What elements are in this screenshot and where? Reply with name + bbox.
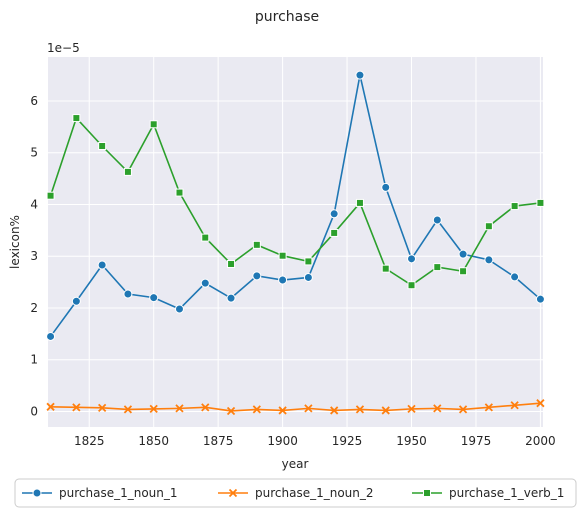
data-point: [458, 405, 468, 414]
data-point: [227, 259, 236, 268]
legend-label: purchase_1_noun_1: [59, 486, 178, 500]
x-tick-label: 1875: [203, 434, 234, 448]
data-point: [278, 275, 288, 285]
data-point: [201, 403, 210, 412]
data-point: [381, 182, 391, 192]
data-point: [175, 404, 184, 413]
data-point: [46, 331, 56, 341]
data-point: [459, 267, 468, 276]
data-point: [123, 405, 133, 414]
data-point: [175, 188, 184, 197]
y-tick-label: 6: [30, 94, 38, 108]
data-point: [304, 257, 313, 266]
data-point: [381, 406, 390, 415]
chart-title: purchase: [255, 9, 319, 25]
data-point: [46, 191, 55, 200]
x-tick-label: 1975: [461, 434, 492, 448]
tick-labels: 1825 1850 1875 1900 1925 1950 1975 2000 0 1 2 3 4 5 6: [30, 94, 555, 448]
y-tick-label: 2: [30, 301, 38, 315]
x-tick-label: 1825: [74, 434, 105, 448]
data-point: [149, 120, 158, 129]
data-point: [252, 240, 261, 249]
data-point: [381, 264, 390, 273]
y-tick-label: 3: [30, 249, 38, 263]
data-point: [355, 70, 365, 80]
data-point: [278, 251, 287, 260]
data-point: [71, 296, 81, 306]
legend-item: purchase_1_noun_1: [22, 486, 178, 500]
series-purchase_1_verb_1: [46, 114, 545, 290]
y-tick-label: 0: [30, 404, 38, 418]
x-tick-label: 1900: [267, 434, 298, 448]
y-scale-label: 1e−5: [47, 41, 80, 55]
series-layer: [46, 70, 545, 416]
data-point: [433, 404, 442, 413]
data-point: [303, 272, 313, 282]
y-tick-label: 1: [30, 353, 38, 367]
data-point: [72, 403, 81, 412]
series-purchase_1_noun_1: [46, 70, 545, 341]
data-point: [98, 403, 107, 412]
legend-marker: [228, 488, 238, 498]
data-point: [510, 202, 519, 211]
data-point: [252, 271, 262, 281]
data-point: [200, 278, 210, 288]
data-point: [304, 404, 313, 413]
series-line: [49, 116, 541, 287]
legend-item: purchase_1_noun_2: [218, 486, 374, 500]
data-point: [201, 233, 210, 242]
data-point: [458, 249, 468, 259]
data-point: [484, 403, 493, 412]
data-point: [330, 228, 339, 237]
x-tick-label: 1925: [332, 434, 363, 448]
data-point: [278, 406, 287, 415]
y-tick-label: 5: [30, 146, 38, 160]
x-axis-label: year: [282, 457, 309, 471]
data-point: [98, 142, 107, 151]
legend: purchase_1_noun_1 purchase_1_noun_2 purcha…: [14, 478, 577, 508]
data-point: [123, 289, 133, 299]
legend-box: [14, 478, 577, 508]
series-purchase_1_noun_2: [46, 399, 545, 416]
data-point: [46, 402, 55, 411]
data-point: [252, 405, 261, 414]
data-point: [149, 404, 158, 414]
data-point: [432, 215, 442, 225]
data-point: [433, 263, 442, 272]
y-axis-label: lexicon%: [8, 215, 22, 269]
data-point: [536, 198, 545, 207]
data-point: [174, 304, 184, 314]
data-point: [123, 167, 132, 176]
data-point: [226, 406, 236, 416]
data-point: [535, 294, 545, 304]
y-tick-label: 4: [30, 197, 38, 211]
data-point: [355, 405, 365, 414]
x-tick-label: 1850: [138, 434, 169, 448]
x-tick-label: 1950: [396, 434, 427, 448]
data-point: [149, 293, 159, 303]
legend-marker: [32, 488, 42, 498]
x-tick-label: 2000: [525, 434, 556, 448]
data-point: [97, 260, 107, 270]
series-line: [50, 402, 541, 412]
data-point: [72, 114, 81, 123]
data-point: [407, 254, 417, 264]
data-point: [510, 272, 520, 282]
data-point: [330, 406, 339, 415]
legend-label: purchase_1_verb_1: [449, 486, 564, 500]
legend-item: purchase_1_verb_1: [412, 486, 564, 500]
data-point: [484, 255, 494, 265]
data-point: [510, 401, 519, 410]
legend-label: purchase_1_noun_2: [255, 486, 374, 500]
plot-area: [48, 57, 543, 427]
data-point: [329, 209, 339, 219]
data-point: [355, 198, 364, 207]
data-point: [407, 404, 416, 414]
data-point: [407, 281, 416, 290]
data-point: [226, 293, 236, 303]
legend-marker: [423, 489, 431, 497]
data-point: [536, 399, 545, 408]
data-point: [484, 222, 493, 231]
